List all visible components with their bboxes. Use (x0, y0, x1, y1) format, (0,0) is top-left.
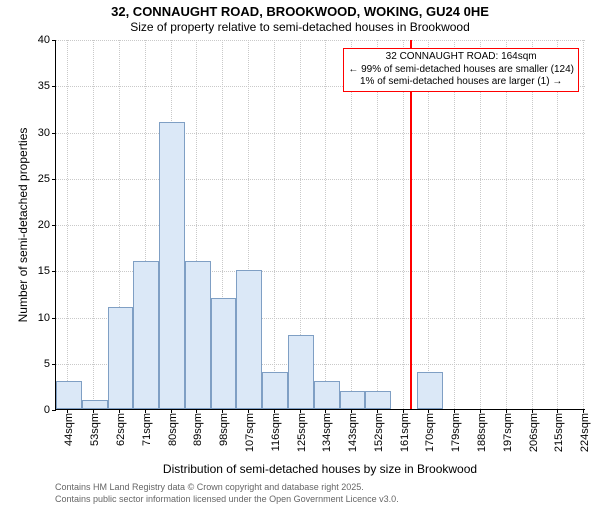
x-gridline (377, 40, 378, 409)
x-tick-label: 80sqm (167, 413, 179, 446)
y-tick-label: 20 (38, 219, 56, 231)
x-tick-label: 161sqm (399, 413, 411, 452)
x-tick-label: 125sqm (296, 413, 308, 452)
x-tick-label: 206sqm (528, 413, 540, 452)
annotation-box: 32 CONNAUGHT ROAD: 164sqm← 99% of semi-d… (343, 48, 579, 92)
x-tick-label: 116sqm (270, 413, 282, 451)
property-marker-line (410, 40, 412, 409)
histogram-bar (365, 391, 391, 410)
x-tick-label: 98sqm (218, 413, 230, 446)
x-tick-label: 53sqm (89, 413, 101, 446)
x-gridline (67, 40, 68, 409)
histogram-bar (185, 261, 211, 409)
chart-title: 32, CONNAUGHT ROAD, BROOKWOOD, WOKING, G… (0, 4, 600, 19)
chart-subtitle: Size of property relative to semi-detach… (0, 20, 600, 34)
chart-container: 32, CONNAUGHT ROAD, BROOKWOOD, WOKING, G… (0, 0, 600, 500)
x-tick-label: 152sqm (373, 413, 385, 452)
x-tick-label: 215sqm (553, 413, 565, 452)
y-axis-label: Number of semi-detached properties (16, 128, 30, 323)
x-gridline (428, 40, 429, 409)
x-tick-label: 143sqm (347, 413, 359, 452)
attribution-footer: Contains HM Land Registry data © Crown c… (55, 482, 399, 505)
x-tick-label: 44sqm (63, 413, 75, 446)
x-gridline (557, 40, 558, 409)
footer-line-2: Contains public sector information licen… (55, 494, 399, 505)
annotation-line: 1% of semi-detached houses are larger (1… (348, 76, 574, 89)
y-tick-label: 25 (38, 173, 56, 185)
histogram-bar (340, 391, 366, 410)
x-gridline (274, 40, 275, 409)
x-gridline (325, 40, 326, 409)
x-gridline (480, 40, 481, 409)
footer-line-1: Contains HM Land Registry data © Crown c… (55, 482, 399, 494)
y-tick-label: 35 (38, 80, 56, 92)
x-tick-label: 197sqm (502, 413, 514, 452)
histogram-bar (211, 298, 237, 409)
histogram-bar (288, 335, 314, 409)
y-tick-label: 0 (44, 404, 56, 416)
x-tick-label: 107sqm (244, 413, 256, 452)
x-tick-label: 71sqm (141, 413, 153, 446)
x-gridline (532, 40, 533, 409)
y-tick-label: 40 (38, 34, 56, 46)
histogram-bar (417, 372, 443, 409)
annotation-line: ← 99% of semi-detached houses are smalle… (348, 64, 574, 77)
histogram-bar (56, 381, 82, 409)
y-tick-label: 30 (38, 127, 56, 139)
histogram-bar (108, 307, 134, 409)
x-tick-label: 134sqm (321, 413, 333, 452)
x-gridline (403, 40, 404, 409)
x-gridline (93, 40, 94, 409)
x-gridline (351, 40, 352, 409)
x-tick-label: 62sqm (115, 413, 127, 446)
x-tick-label: 89sqm (192, 413, 204, 446)
x-gridline (583, 40, 584, 409)
histogram-bar (82, 400, 108, 409)
annotation-line: 32 CONNAUGHT ROAD: 164sqm (348, 51, 574, 64)
x-axis-label: Distribution of semi-detached houses by … (55, 462, 585, 476)
x-tick-label: 224sqm (579, 413, 591, 452)
x-tick-label: 179sqm (450, 413, 462, 452)
x-gridline (454, 40, 455, 409)
y-tick-label: 15 (38, 265, 56, 277)
x-tick-label: 188sqm (476, 413, 488, 452)
histogram-bar (236, 270, 262, 409)
histogram-bar (314, 381, 340, 409)
histogram-bar (159, 122, 185, 409)
x-tick-label: 170sqm (424, 413, 436, 452)
histogram-bar (133, 261, 159, 409)
y-tick-label: 5 (44, 358, 56, 370)
histogram-bar (262, 372, 288, 409)
plot-area: 051015202530354044sqm53sqm62sqm71sqm80sq… (55, 40, 585, 410)
x-gridline (506, 40, 507, 409)
y-tick-label: 10 (38, 312, 56, 324)
